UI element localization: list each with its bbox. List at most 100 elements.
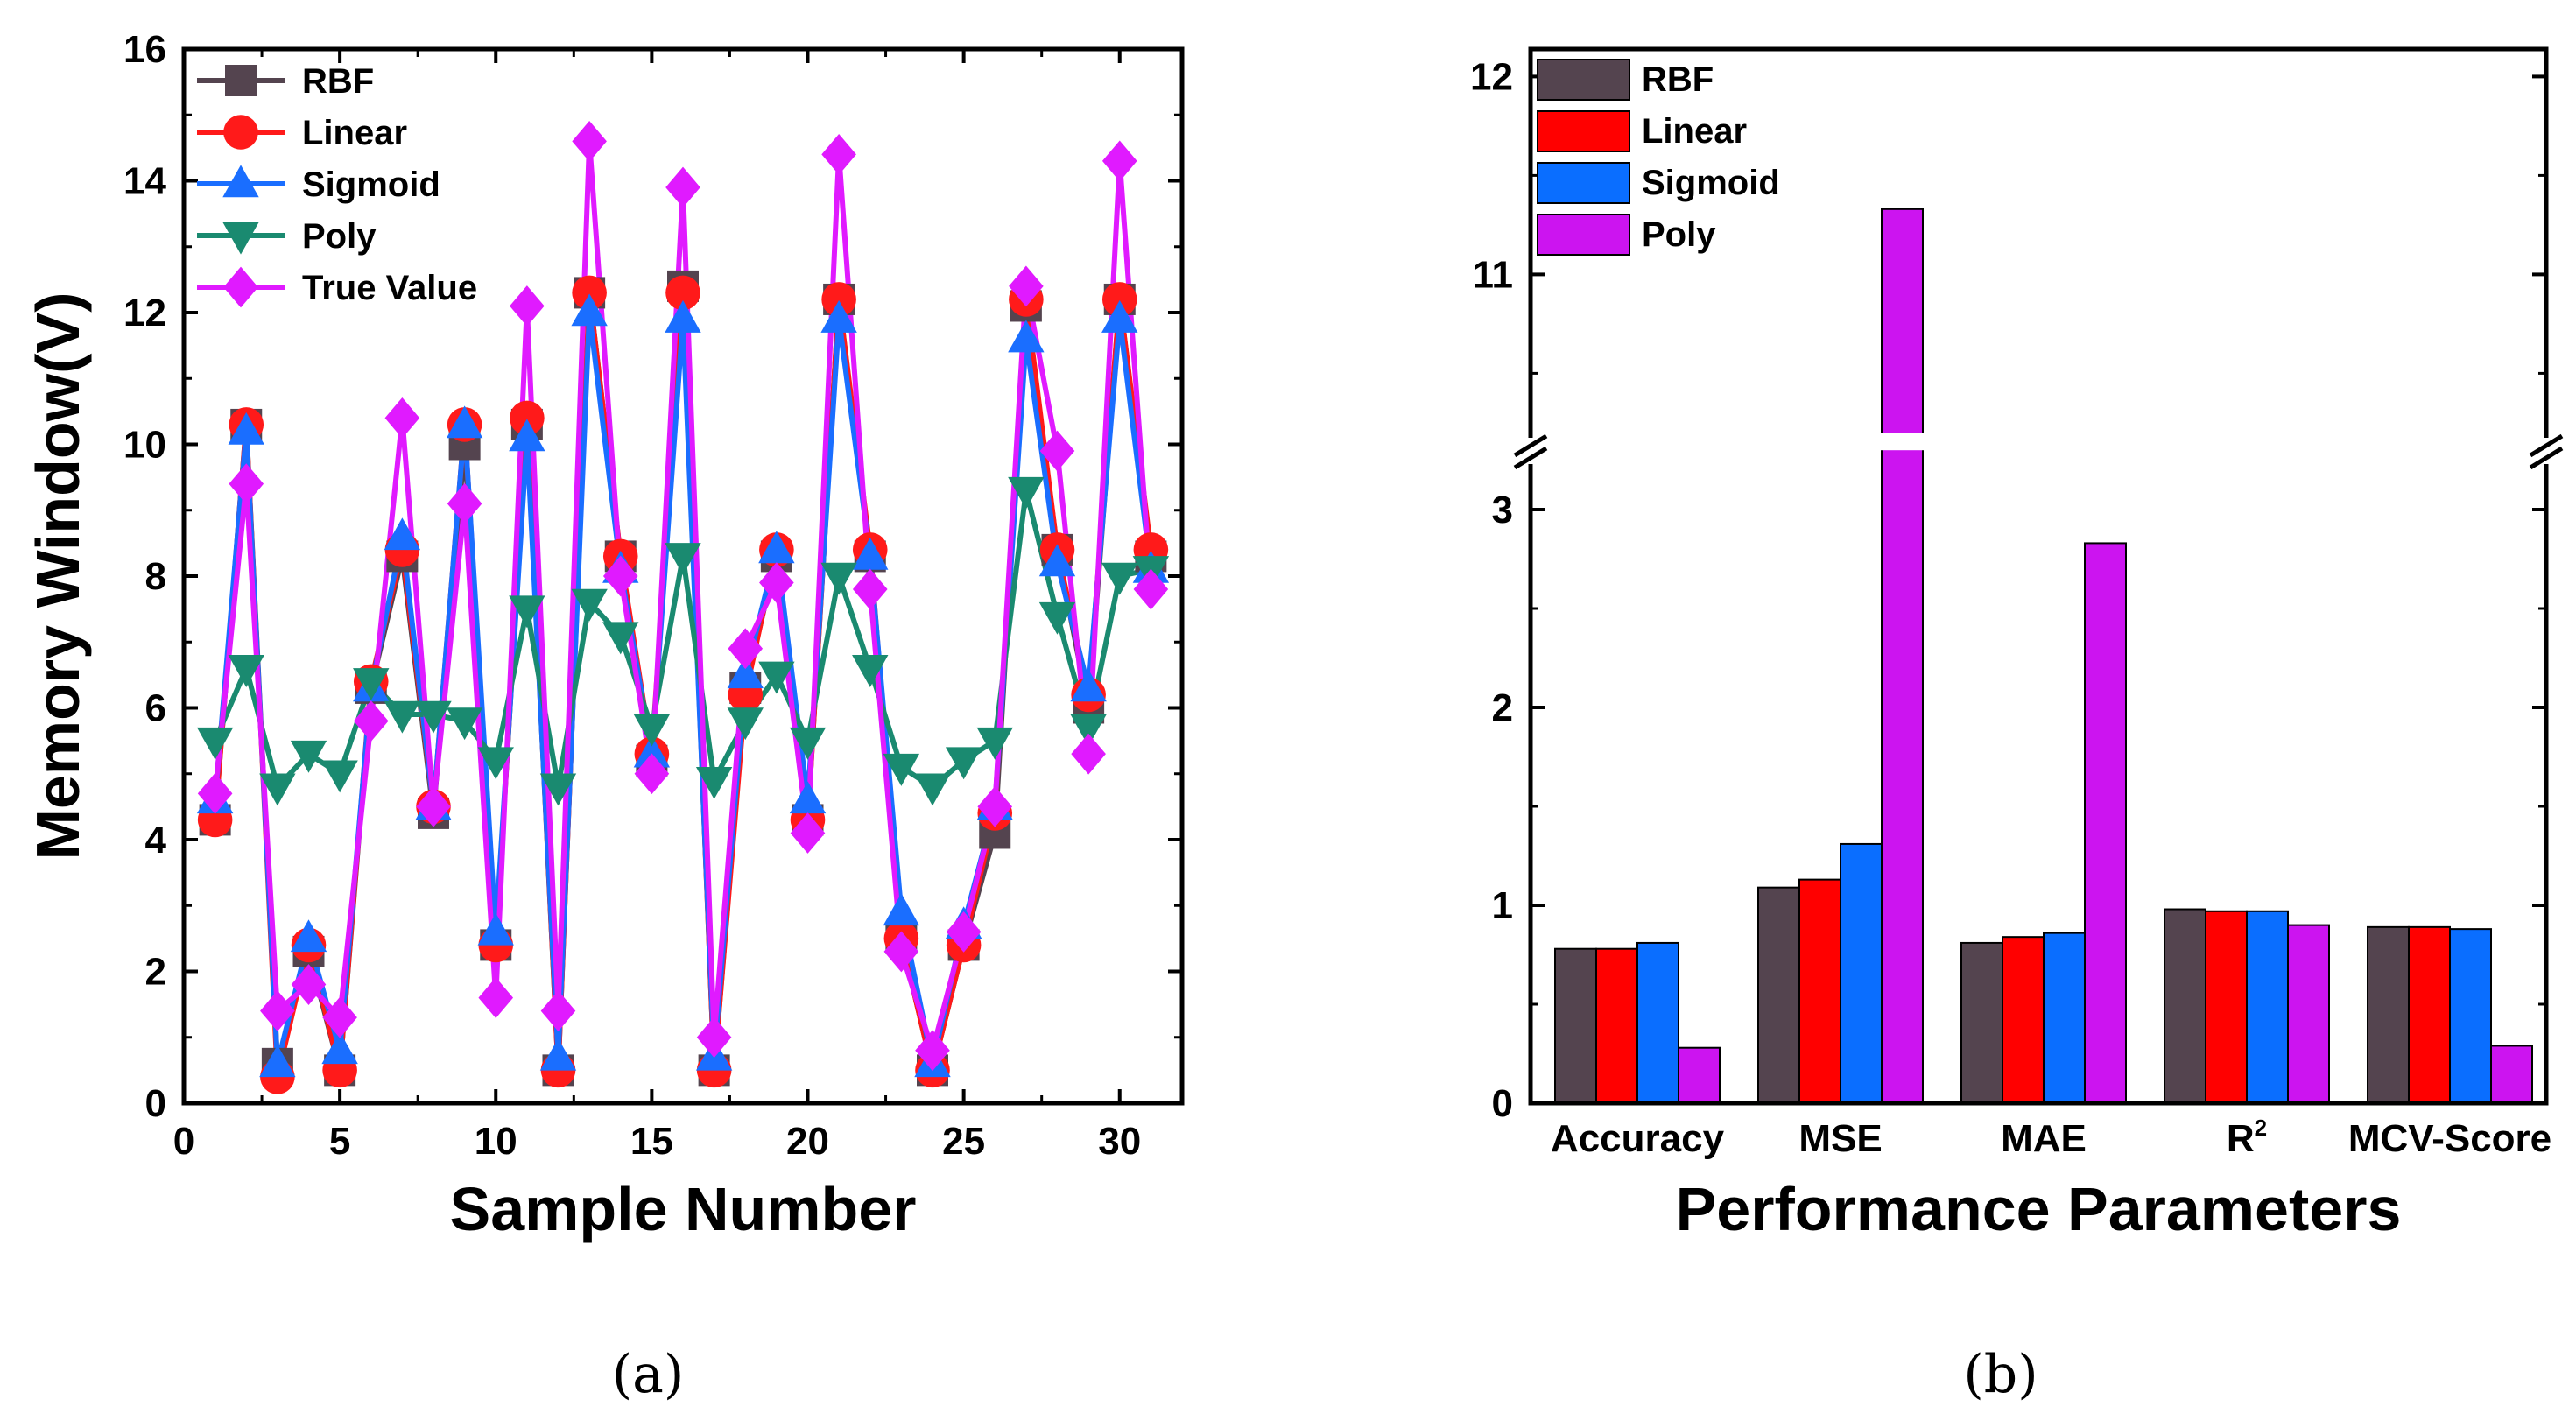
- data-point-sigmoid: [665, 299, 701, 333]
- data-point-true-value: [353, 700, 389, 742]
- data-point-sigmoid: [633, 735, 671, 768]
- legend-marker: [223, 115, 258, 150]
- x-tick-label: 25: [942, 1120, 985, 1163]
- data-point-linear: [572, 275, 607, 311]
- data-point-poly: [665, 543, 701, 576]
- bar-sigmoid-r: [2246, 910, 2289, 1105]
- data-point-poly: [976, 727, 1013, 760]
- data-point-true-value: [572, 120, 607, 162]
- data-point-sigmoid: [1101, 299, 1138, 333]
- data-point-sigmoid: [321, 1031, 358, 1065]
- bar-linear-r: [2205, 910, 2248, 1105]
- data-point-poly: [290, 740, 327, 773]
- y-tick-label: 14: [123, 160, 166, 203]
- data-point-poly: [353, 668, 390, 700]
- x-tick-label: 0: [173, 1120, 194, 1163]
- y-tick-label: 10: [123, 424, 166, 467]
- legend-label: True Value: [302, 269, 477, 307]
- data-point-true-value: [197, 772, 233, 814]
- data-point-poly: [852, 655, 889, 687]
- y-tick-label: 1: [1492, 884, 1513, 927]
- data-point-sigmoid: [571, 293, 608, 327]
- data-point-true-value: [665, 166, 700, 208]
- bar-rbf-r: [2164, 908, 2206, 1105]
- data-point-sigmoid: [789, 781, 827, 814]
- data-point-true-value: [1133, 568, 1169, 610]
- data-point-sigmoid: [758, 531, 795, 564]
- bar-poly-r: [2287, 924, 2330, 1104]
- panel-b-axis-break: [1513, 433, 2564, 470]
- data-point-linear: [510, 400, 545, 436]
- data-point-true-value: [821, 134, 856, 175]
- data-point-true-value: [260, 990, 295, 1032]
- data-point-true-value: [759, 562, 794, 603]
- data-point-sigmoid: [228, 412, 264, 445]
- data-point-poly: [602, 622, 639, 655]
- data-point-true-value: [1039, 430, 1075, 472]
- data-point-poly: [196, 727, 234, 760]
- legend-swatch: [1537, 59, 1630, 101]
- data-point-true-value: [1009, 265, 1044, 307]
- data-point-poly: [1101, 562, 1138, 595]
- panel-a-caption: (a): [612, 1344, 685, 1405]
- y-tick-label: 11: [1472, 253, 1513, 296]
- y-tick-label: 0: [145, 1082, 166, 1125]
- legend-marker: [225, 65, 257, 96]
- data-point-true-value: [728, 628, 764, 670]
- data-point-sigmoid: [509, 419, 545, 452]
- category-label: MAE: [2001, 1117, 2087, 1160]
- data-point-poly: [758, 661, 795, 694]
- data-point-poly: [633, 714, 671, 747]
- bar-poly-mse: [1881, 208, 1924, 1104]
- data-point-poly: [539, 773, 577, 806]
- category-label: R2: [2227, 1115, 2267, 1160]
- data-point-true-value: [229, 463, 264, 505]
- data-point-true-value: [322, 996, 357, 1038]
- category-label: MSE: [1798, 1117, 1882, 1160]
- legend-label: Sigmoid: [1642, 164, 1780, 202]
- bar-rbf-mse: [1757, 886, 1800, 1104]
- legend-marker: [223, 266, 258, 308]
- data-point-true-value: [1071, 733, 1106, 775]
- bar-poly-mae: [2084, 542, 2127, 1104]
- data-point-poly: [820, 562, 857, 595]
- data-point-sigmoid: [259, 1045, 296, 1078]
- category-label: MCV-Score: [2348, 1117, 2551, 1160]
- panel-b-bars: [1554, 208, 2533, 1105]
- bar-sigmoid-accuracy: [1636, 941, 1679, 1104]
- legend-label: Linear: [302, 114, 407, 152]
- data-point-poly: [1038, 601, 1076, 635]
- y-tick-label: 12: [1470, 55, 1513, 98]
- y-tick-label: 3: [1492, 489, 1513, 531]
- data-point-sigmoid: [539, 1038, 577, 1071]
- legend-label: Linear: [1642, 112, 1747, 151]
- x-tick-label: 10: [475, 1120, 517, 1163]
- bar-rbf-mae: [1960, 941, 2003, 1104]
- x-tick-label: 30: [1098, 1120, 1141, 1163]
- y-tick-label: 2: [1492, 686, 1513, 729]
- data-point-sigmoid: [1038, 544, 1076, 577]
- data-point-sigmoid: [446, 405, 483, 439]
- panel-a-legend: RBF Linear Sigmoid Poly True Value: [197, 62, 477, 308]
- data-point-sigmoid: [820, 299, 857, 333]
- data-point-poly: [321, 760, 358, 793]
- bar-sigmoid-mse: [1840, 842, 1883, 1104]
- x-tick-label: 5: [329, 1120, 350, 1163]
- data-point-true-value: [883, 931, 919, 973]
- data-point-poly: [883, 753, 920, 786]
- data-point-poly: [259, 773, 296, 806]
- bar-sigmoid-mae: [2043, 932, 2086, 1105]
- data-point-sigmoid: [852, 537, 889, 570]
- bar-poly-accuracy: [1678, 1046, 1721, 1104]
- panel-a-y-axis-label: Memory Window(V): [24, 292, 92, 861]
- panel-a-series: [196, 120, 1170, 1094]
- y-tick-label: 8: [145, 555, 166, 598]
- legend-swatch: [1537, 214, 1630, 256]
- legend-label: RBF: [1642, 60, 1714, 99]
- data-point-true-value: [946, 911, 982, 953]
- panel-b-caption: (b): [1963, 1344, 2038, 1405]
- data-point-sigmoid: [384, 517, 421, 551]
- legend-label: Sigmoid: [302, 165, 440, 204]
